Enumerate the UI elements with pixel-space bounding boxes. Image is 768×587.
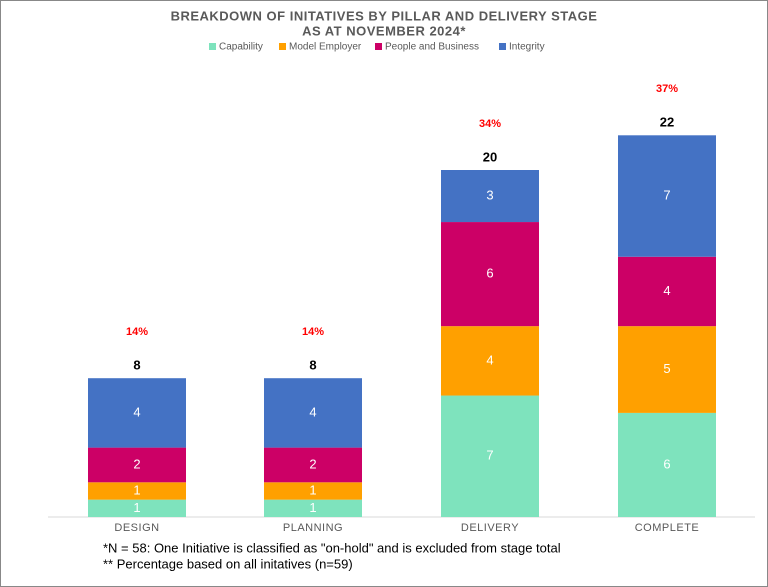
bar-segment xyxy=(441,222,539,327)
segment-label: 2 xyxy=(133,456,140,471)
percentage-label: 14% xyxy=(302,326,324,338)
segment-label: 6 xyxy=(486,266,493,281)
bar-segment xyxy=(618,326,716,413)
bar-segment xyxy=(441,395,539,517)
bar-segment xyxy=(88,447,186,483)
legend-swatch xyxy=(209,43,216,50)
segment-label: 4 xyxy=(309,404,316,419)
bar-segment xyxy=(88,482,186,500)
total-label: 20 xyxy=(483,149,497,164)
percentage-label: 37% xyxy=(656,83,678,95)
footnote: *N = 58: One Initiative is classified as… xyxy=(103,540,561,555)
bar-segment xyxy=(88,378,186,448)
segment-label: 2 xyxy=(309,456,316,471)
segment-label: 4 xyxy=(663,283,670,298)
bar-segment xyxy=(618,135,716,257)
segment-label: 7 xyxy=(663,187,670,202)
chart-subtitle: AS AT NOVEMBER 2024* xyxy=(302,23,466,38)
total-label: 8 xyxy=(309,358,316,373)
bar-segment xyxy=(618,256,716,327)
segment-label: 6 xyxy=(663,456,670,471)
segment-label: 1 xyxy=(309,500,316,515)
bar-segment xyxy=(264,378,362,448)
bar-segment xyxy=(264,447,362,483)
total-label: 22 xyxy=(660,115,674,130)
bar-segment xyxy=(441,170,539,223)
legend-swatch xyxy=(375,43,382,50)
footnote: ** Percentage based on all initatives (n… xyxy=(103,556,353,571)
percentage-label: 34% xyxy=(479,118,501,130)
legend-swatch xyxy=(499,43,506,50)
percentage-label: 14% xyxy=(126,326,148,338)
legend-label: People and Business xyxy=(385,42,479,53)
legend-label: Model Employer xyxy=(289,42,362,53)
bar-segment xyxy=(88,499,186,517)
legend-label: Integrity xyxy=(509,42,545,53)
x-tick-label: PLANNING xyxy=(283,522,343,534)
bar-segment xyxy=(264,482,362,500)
x-tick-label: COMPLETE xyxy=(635,522,700,534)
total-label: 8 xyxy=(133,358,140,373)
segment-label: 3 xyxy=(486,187,493,202)
segment-label: 1 xyxy=(133,482,140,497)
segment-label: 4 xyxy=(486,352,493,367)
segment-label: 1 xyxy=(133,500,140,515)
bar-segment xyxy=(441,326,539,396)
bar-segment xyxy=(618,412,716,517)
bar-segment xyxy=(264,499,362,517)
segment-label: 4 xyxy=(133,404,140,419)
segment-label: 5 xyxy=(663,361,670,376)
segment-label: 1 xyxy=(309,482,316,497)
legend-swatch xyxy=(279,43,286,50)
x-tick-label: DESIGN xyxy=(114,522,159,534)
chart-title: BREAKDOWN OF INITATIVES BY PILLAR AND DE… xyxy=(171,8,598,23)
segment-label: 7 xyxy=(486,448,493,463)
x-tick-label: DELIVERY xyxy=(461,522,519,534)
legend-label: Capability xyxy=(219,42,263,53)
